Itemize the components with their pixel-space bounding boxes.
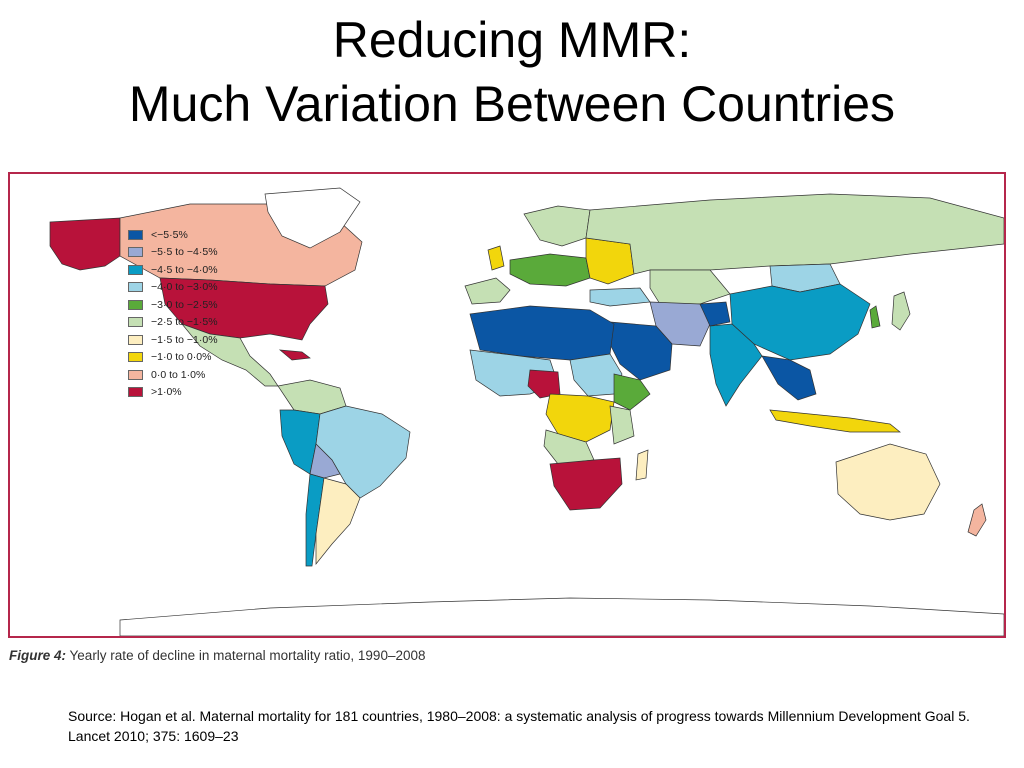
- region-bolivia: [309, 443, 341, 479]
- figure-caption-text: Yearly rate of decline in maternal morta…: [69, 648, 426, 663]
- region-central-asia: [649, 269, 731, 305]
- legend-swatch: [128, 282, 143, 293]
- title-line-2: Much Variation Between Countries: [128, 76, 896, 132]
- figure-number: Figure 4:: [9, 648, 67, 663]
- legend-label: −3·0 to −2·5%: [151, 298, 218, 311]
- region-afghanistan: [699, 301, 731, 327]
- region-uk: [487, 245, 505, 271]
- legend-swatch: [128, 387, 143, 398]
- region-indonesia: [769, 409, 901, 433]
- legend-label: −4·0 to −3·0%: [151, 281, 218, 294]
- legend-label: −5·5 to −4·5%: [151, 246, 218, 259]
- region-argentina: [315, 477, 361, 565]
- legend-swatch: [128, 299, 143, 310]
- region-central-africa: [545, 393, 615, 443]
- region-greenland: [264, 187, 361, 249]
- legend-item: −3·0 to −2·5%: [128, 296, 218, 314]
- region-east-africa: [609, 405, 635, 445]
- figure-caption: Figure 4: Yearly rate of decline in mate…: [9, 648, 426, 663]
- region-eastern-europe: [585, 237, 635, 285]
- region-caribbean: [278, 349, 311, 361]
- region-antarctica: [119, 597, 1004, 636]
- legend-label: 0·0 to 1·0%: [151, 368, 206, 381]
- legend-swatch: [128, 334, 143, 345]
- region-arabia: [609, 321, 673, 381]
- title-line-1: Reducing MMR:: [332, 12, 692, 68]
- legend-label: −2·5 to −1·5%: [151, 316, 218, 329]
- legend-item: −5·5 to −4·5%: [128, 244, 218, 262]
- legend-swatch: [128, 264, 143, 275]
- region-southern-africa: [549, 457, 623, 511]
- region-alaska: [49, 217, 121, 271]
- legend-swatch: [128, 317, 143, 328]
- legend-label: >1·0%: [151, 386, 182, 399]
- legend-label: −1·0 to 0·0%: [151, 351, 212, 364]
- region-horn: [613, 373, 651, 411]
- legend-item: −4·5 to −4·0%: [128, 261, 218, 279]
- world-map-frame: [8, 172, 1006, 638]
- region-nigeria: [527, 369, 561, 399]
- legend-item: −1·0 to 0·0%: [128, 349, 218, 367]
- region-india: [709, 323, 763, 407]
- region-southeast-asia: [761, 355, 817, 401]
- slide-title: Reducing MMR: Much Variation Between Cou…: [0, 8, 1024, 136]
- legend-swatch: [128, 247, 143, 258]
- legend-item: >1·0%: [128, 384, 218, 402]
- legend-item: −1·5 to −1·0%: [128, 331, 218, 349]
- legend-label: <−5·5%: [151, 228, 188, 241]
- region-madagascar: [635, 449, 649, 481]
- region-japan: [891, 291, 911, 331]
- legend-swatch: [128, 369, 143, 380]
- region-australia: [835, 443, 941, 521]
- map-legend: <−5·5% −5·5 to −4·5% −4·5 to −4·0% −4·0 …: [128, 226, 218, 401]
- legend-item: 0·0 to 1·0%: [128, 366, 218, 384]
- region-korea: [869, 305, 881, 329]
- region-russia: [585, 193, 1004, 275]
- region-turkey: [589, 287, 651, 307]
- region-western-europe: [464, 277, 511, 305]
- legend-item: <−5·5%: [128, 226, 218, 244]
- legend-label: −1·5 to −1·0%: [151, 333, 218, 346]
- region-north-africa: [469, 305, 615, 361]
- legend-swatch: [128, 352, 143, 363]
- region-central-europe: [509, 253, 591, 287]
- source-citation: Source: Hogan et al. Maternal mortality …: [68, 708, 970, 744]
- legend-label: −4·5 to −4·0%: [151, 263, 218, 276]
- legend-swatch: [128, 229, 143, 240]
- legend-item: −2·5 to −1·5%: [128, 314, 218, 332]
- region-new-zealand: [967, 503, 987, 537]
- legend-item: −4·0 to −3·0%: [128, 279, 218, 297]
- region-scandinavia: [523, 205, 591, 247]
- world-map: [49, 187, 1004, 636]
